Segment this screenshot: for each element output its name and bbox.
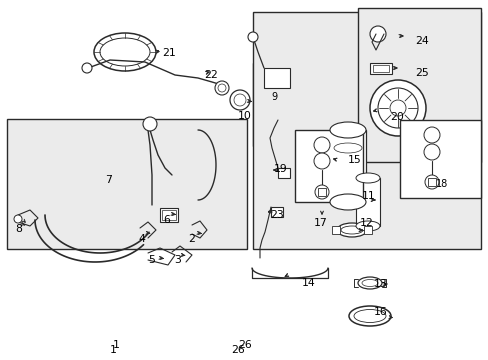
Ellipse shape	[340, 226, 362, 234]
Text: 1: 1	[113, 340, 120, 350]
Text: 2: 2	[187, 234, 195, 244]
Circle shape	[215, 81, 228, 95]
Ellipse shape	[355, 221, 379, 231]
Text: 1: 1	[109, 345, 116, 355]
Bar	[317, 188, 325, 196]
Circle shape	[423, 144, 439, 160]
Text: 5: 5	[148, 255, 155, 265]
Circle shape	[218, 84, 225, 92]
Text: 26: 26	[238, 340, 251, 350]
Bar	[252, 12, 480, 249]
Bar	[278, 168, 289, 178]
Ellipse shape	[357, 277, 381, 289]
Circle shape	[234, 94, 245, 106]
Text: 19: 19	[273, 164, 287, 174]
Bar	[357, 8, 480, 162]
Bar	[7, 119, 246, 249]
Circle shape	[424, 175, 438, 189]
Circle shape	[247, 32, 258, 42]
Ellipse shape	[333, 143, 361, 153]
Text: 10: 10	[238, 111, 251, 121]
Text: 3: 3	[174, 255, 181, 265]
Circle shape	[313, 153, 329, 169]
Ellipse shape	[348, 306, 390, 326]
Text: 25: 25	[414, 68, 428, 78]
Text: 13: 13	[373, 279, 387, 289]
Circle shape	[377, 88, 417, 128]
Text: 17: 17	[313, 218, 327, 228]
Ellipse shape	[329, 122, 365, 138]
Bar	[294, 130, 362, 202]
Text: 18: 18	[435, 179, 447, 189]
Text: 22: 22	[203, 70, 217, 80]
Circle shape	[423, 127, 439, 143]
Text: 6: 6	[163, 215, 169, 225]
Bar	[372, 65, 388, 72]
Text: 15: 15	[347, 155, 361, 165]
Ellipse shape	[329, 194, 365, 210]
Text: 7: 7	[105, 175, 112, 185]
Circle shape	[389, 100, 405, 116]
Bar	[329, 130, 365, 202]
Circle shape	[14, 215, 22, 223]
Bar	[270, 207, 283, 217]
Ellipse shape	[94, 33, 156, 71]
Bar	[369, 63, 391, 74]
Ellipse shape	[361, 279, 377, 287]
Text: 24: 24	[414, 36, 428, 46]
Text: 16: 16	[373, 307, 387, 317]
Circle shape	[314, 185, 328, 199]
Ellipse shape	[353, 310, 385, 323]
Ellipse shape	[336, 223, 366, 237]
Text: 11: 11	[361, 191, 375, 201]
Bar	[160, 208, 178, 222]
Bar	[399, 120, 480, 198]
Bar	[331, 226, 339, 234]
Bar	[264, 68, 289, 88]
Text: 9: 9	[270, 92, 277, 102]
Circle shape	[142, 117, 157, 131]
Text: 14: 14	[302, 278, 315, 288]
Circle shape	[229, 90, 249, 110]
Ellipse shape	[100, 38, 150, 66]
Text: 26: 26	[231, 345, 244, 355]
Bar	[355, 178, 379, 226]
Bar	[162, 210, 176, 220]
Ellipse shape	[355, 173, 379, 183]
Circle shape	[82, 63, 92, 73]
Text: 23: 23	[269, 210, 283, 220]
Text: 12: 12	[359, 218, 373, 228]
Text: 8: 8	[15, 224, 22, 234]
Text: 4: 4	[138, 234, 144, 244]
Bar	[363, 226, 371, 234]
Text: 20: 20	[389, 112, 403, 122]
Circle shape	[313, 137, 329, 153]
Bar	[252, 63, 325, 146]
Bar	[427, 178, 435, 186]
Circle shape	[369, 80, 425, 136]
Circle shape	[369, 26, 385, 42]
Text: 21: 21	[162, 48, 175, 58]
